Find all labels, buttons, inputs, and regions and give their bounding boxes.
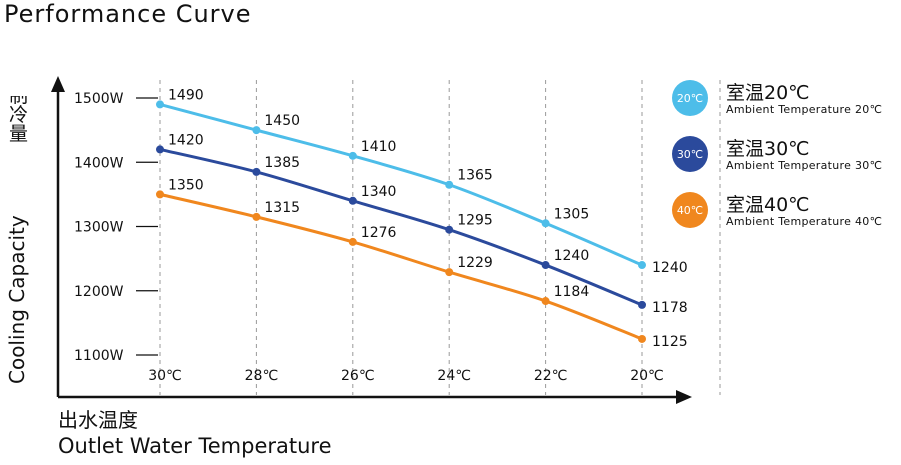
data-point: [541, 261, 550, 270]
x-tick-label: 28℃: [245, 368, 279, 384]
series-line: [159, 147, 643, 307]
data-label: 1410: [361, 139, 397, 155]
y-axis-arrow: [51, 76, 65, 92]
legend-label-en: Ambient Temperature 20℃: [726, 103, 883, 116]
y-tick-label: 1300W: [74, 220, 124, 236]
data-label: 1240: [652, 260, 688, 276]
data-label: 1385: [264, 155, 300, 171]
data-point: [348, 196, 357, 205]
data-label: 1305: [554, 206, 590, 222]
legend-label-en: Ambient Temperature 40℃: [726, 215, 883, 228]
x-tick-label: 20℃: [630, 368, 664, 384]
data-point: [638, 334, 646, 343]
x-tick-label: 30℃: [148, 368, 182, 384]
data-label: 1340: [361, 184, 397, 200]
data-point: [348, 237, 357, 246]
data-label: 1276: [361, 225, 397, 241]
legend-label-en: Ambient Temperature 30℃: [726, 159, 883, 172]
x-axis-arrow: [676, 390, 692, 404]
data-point: [252, 167, 261, 176]
y-axis-label-cn: 制冷量: [6, 96, 28, 143]
data-point: [348, 151, 357, 160]
data-point: [638, 261, 646, 270]
data-label: 1420: [168, 132, 204, 148]
data-label: 1365: [457, 168, 493, 184]
y-axis-label-svg: 制冷量 Cooling Capacity: [5, 85, 29, 384]
data-label: 1184: [554, 284, 590, 300]
series-line: [159, 192, 643, 341]
x-axis-label-cn: 出水温度: [58, 408, 138, 432]
data-point: [445, 268, 454, 277]
data-label: 1229: [457, 255, 493, 271]
series-line: [159, 102, 643, 267]
data-point: [445, 180, 454, 189]
data-point: [541, 219, 550, 228]
legend-label-cn: 室温20℃: [726, 82, 810, 104]
legend-swatch: 20℃: [672, 80, 708, 116]
data-label: 1295: [457, 213, 493, 229]
data-label: 1178: [652, 300, 688, 316]
legend-swatch: 30℃: [672, 136, 708, 172]
y-tick-label: 1200W: [74, 284, 124, 300]
data-label: 1350: [168, 177, 204, 193]
y-tick-label: 1500W: [74, 91, 124, 107]
data-point: [541, 297, 550, 306]
data-label: 1490: [168, 87, 204, 103]
legend-label-cn: 室温40℃: [726, 194, 810, 216]
data-point: [252, 212, 261, 221]
legend-item: 30℃ 室温30℃ Ambient Temperature 30℃: [672, 134, 897, 174]
y-tick-label: 1100W: [74, 348, 124, 364]
x-tick-label: 26℃: [341, 368, 375, 384]
x-tick-label: 22℃: [534, 368, 568, 384]
legend-item: 40℃ 室温40℃ Ambient Temperature 40℃: [672, 190, 897, 230]
x-tick-label: 24℃: [437, 368, 471, 384]
data-point: [252, 126, 261, 135]
data-point: [445, 225, 454, 234]
data-point: [156, 100, 164, 109]
y-tick-label: 1400W: [74, 155, 124, 171]
x-axis-label-en: Outlet Water Temperature: [58, 434, 332, 458]
data-point: [638, 300, 646, 309]
data-label: 1315: [264, 200, 300, 216]
data-label: 1450: [264, 113, 300, 129]
data-point: [156, 145, 164, 154]
data-label: 1125: [652, 334, 688, 350]
legend-swatch: 40℃: [672, 192, 708, 228]
y-axis-label-en: Cooling Capacity: [5, 215, 29, 384]
chart-title: Performance Curve: [4, 0, 252, 28]
data-label: 1240: [554, 248, 590, 264]
legend-label-cn: 室温30℃: [726, 138, 810, 160]
data-point: [156, 190, 164, 199]
y-axis-label: 制冷量 Cooling Capacity: [2, 85, 32, 386]
legend-item: 20℃ 室温20℃ Ambient Temperature 20℃: [672, 78, 897, 118]
